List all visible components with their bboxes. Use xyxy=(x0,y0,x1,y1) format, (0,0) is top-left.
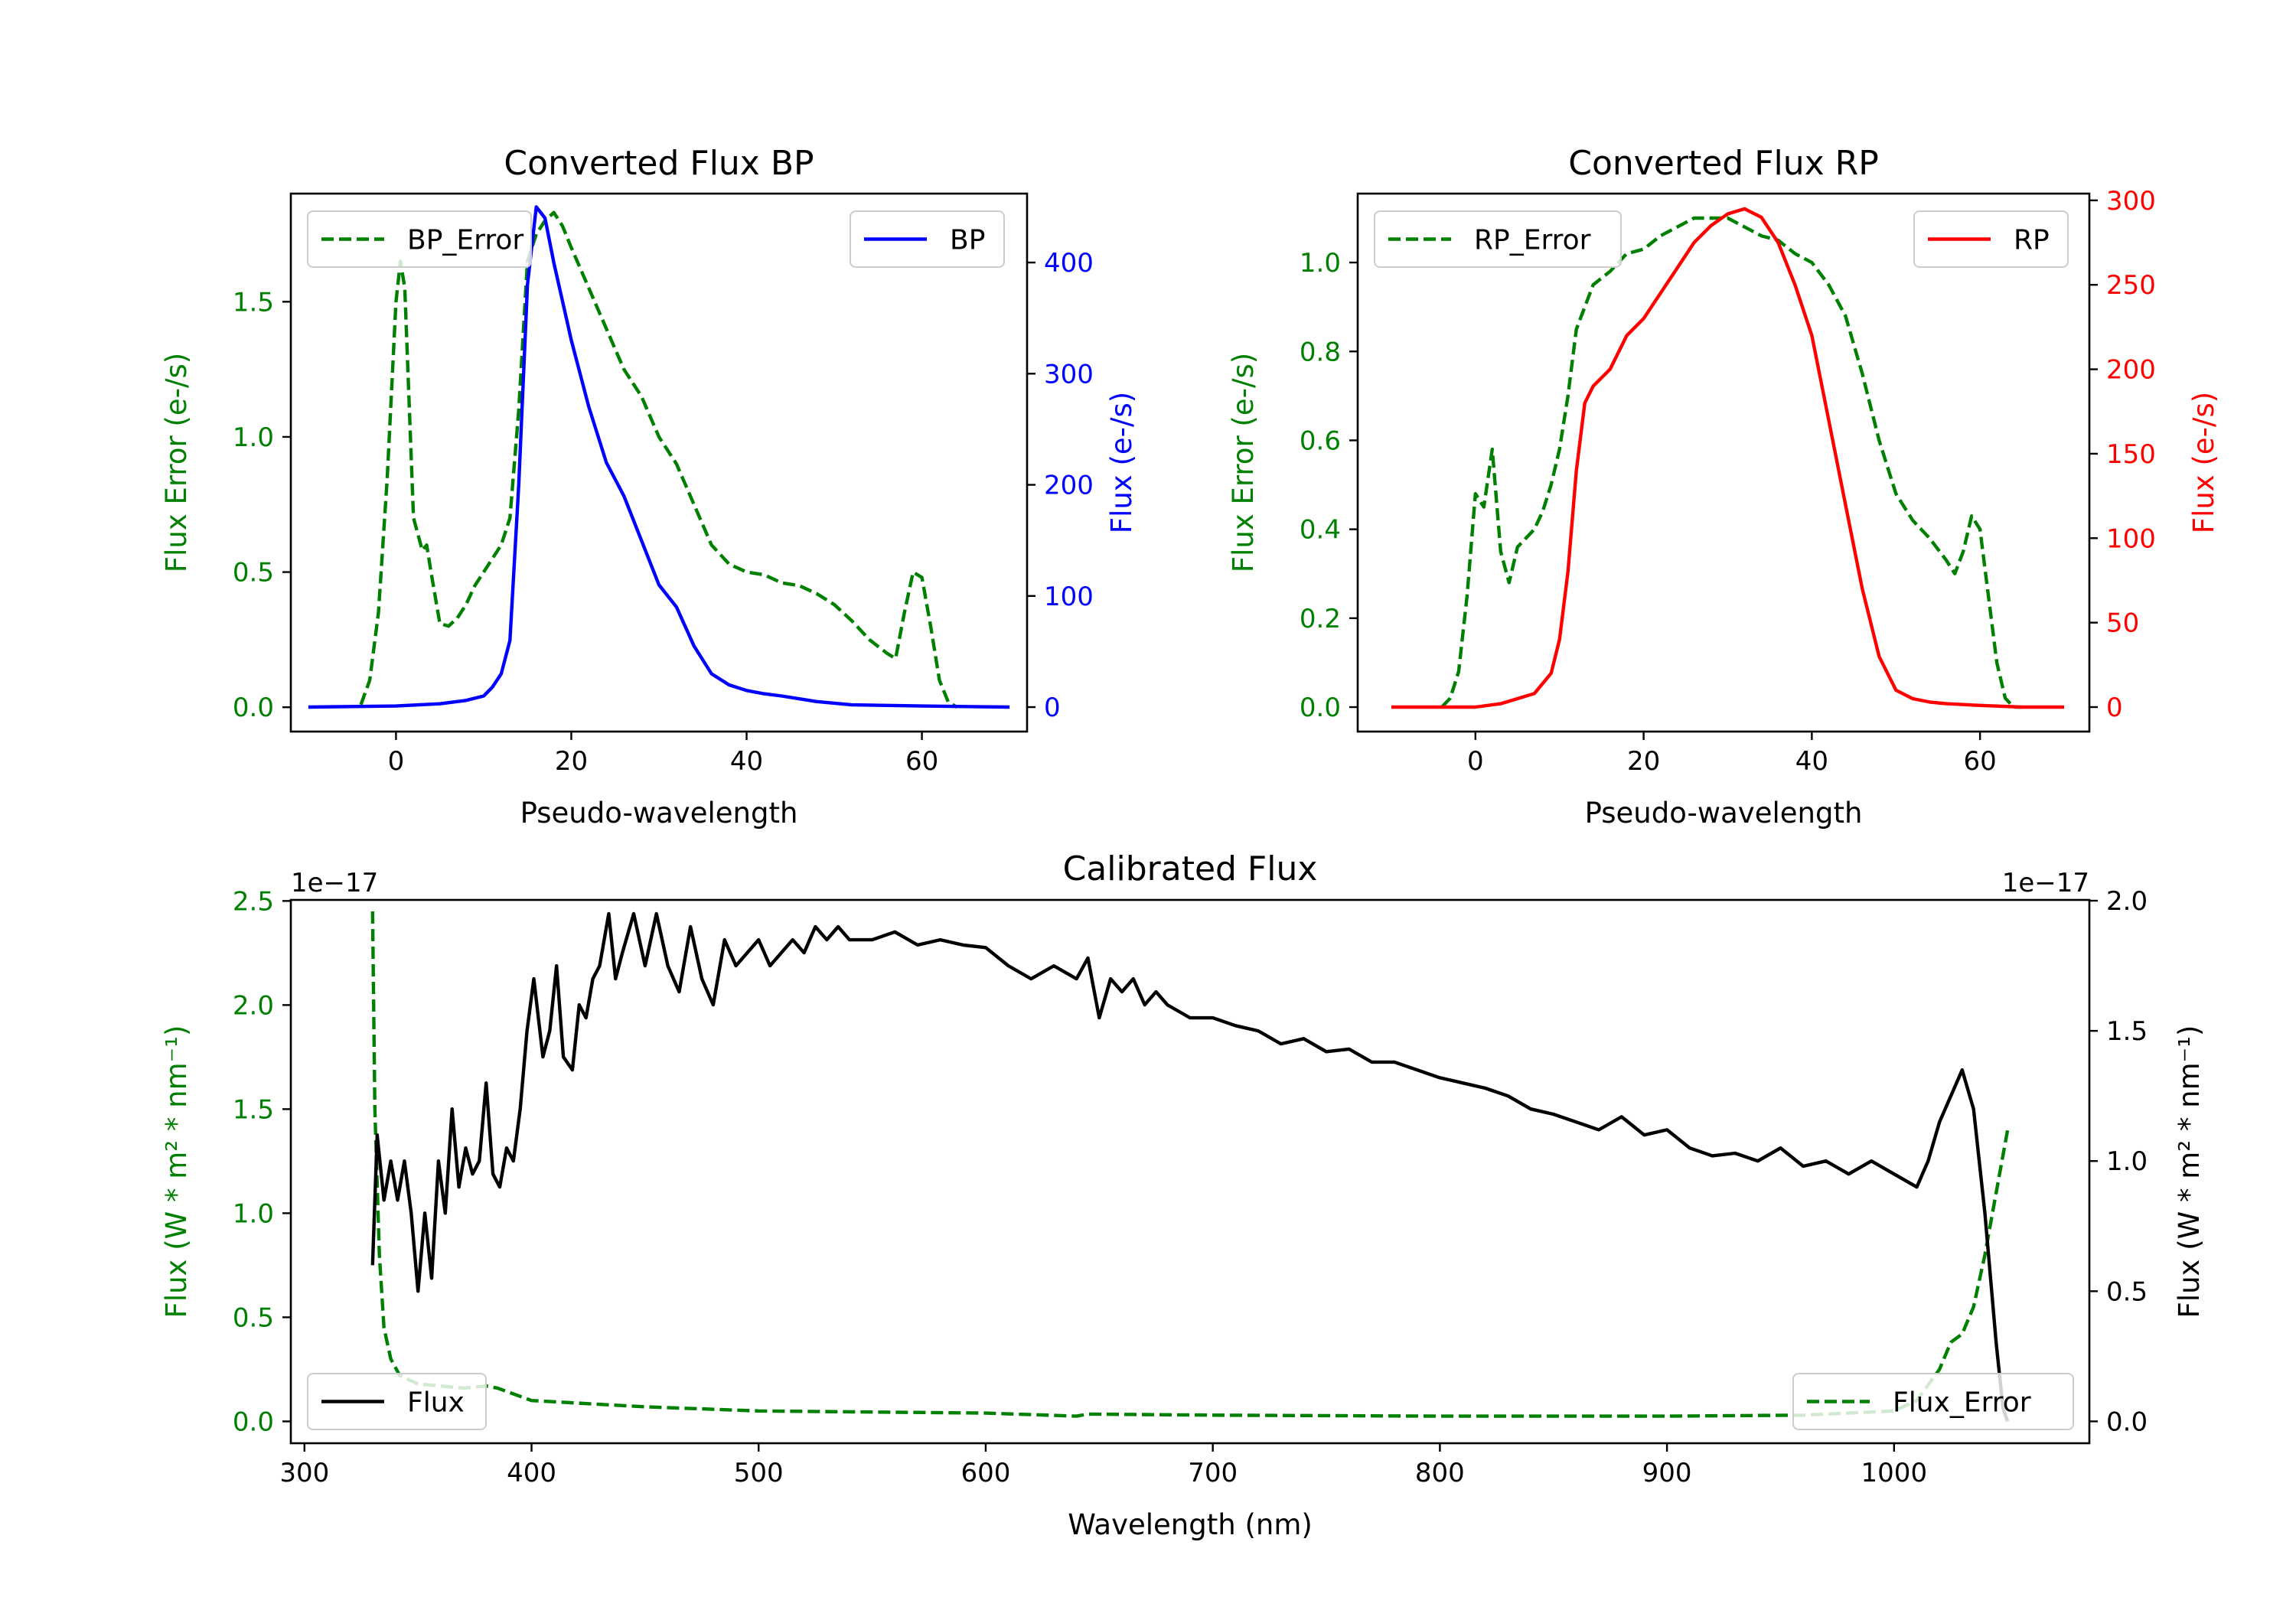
y-axis-label-right: Flux (W * m² * nm⁻¹) xyxy=(2173,1025,2206,1319)
legend-label: RP_Error xyxy=(1474,225,1591,256)
x-tick-label: 400 xyxy=(507,1458,556,1488)
x-tick-label: 0 xyxy=(1467,746,1484,777)
x-axis-label: Pseudo-wavelength xyxy=(1585,797,1863,830)
panel-calibrated-flux: 300 400 500 600 700 800 900 1000 0.0 0.5 1.0 1.5 2.0… xyxy=(160,849,2206,1541)
y-tick-label-right: 150 xyxy=(2106,439,2156,470)
chart-title: Calibrated Flux xyxy=(1063,849,1318,888)
y-tick-label-right: 200 xyxy=(1044,471,1094,501)
chart-title: Converted Flux BP xyxy=(504,144,814,183)
y-tick-label-right: 400 xyxy=(1044,248,1094,279)
y-tick-label-left: 0.2 xyxy=(1300,604,1341,634)
y-tick-label-right: 1.0 xyxy=(2106,1146,2148,1177)
series-line-bp xyxy=(308,205,1010,709)
x-tick-label: 40 xyxy=(1795,746,1828,777)
x-tick-label: 60 xyxy=(1964,746,1997,777)
y-tick-label-left: 1.0 xyxy=(233,1198,274,1229)
y-tick-label-left: 0.0 xyxy=(233,1407,274,1437)
x-axis-label: Pseudo-wavelength xyxy=(520,797,798,830)
series-line-flux xyxy=(370,911,2010,1423)
y-tick-label-left: 0.5 xyxy=(233,558,274,588)
y-tick-label-right: 250 xyxy=(2106,270,2156,301)
y-tick-label-left: 1.0 xyxy=(233,422,274,453)
x-tick-label: 1000 xyxy=(1861,1458,1928,1488)
legend-rp-error: RP_Error xyxy=(1374,210,1622,268)
y-tick-label-left: 2.0 xyxy=(233,990,274,1021)
legend-flux: Flux xyxy=(307,1373,487,1430)
chart-title: Converted Flux RP xyxy=(1568,144,1879,183)
y-tick-label-left: 2.5 xyxy=(233,886,274,917)
y-tick-label-right: 0 xyxy=(1044,693,1061,723)
y-axis-label-left: Flux Error (e-/s) xyxy=(160,353,193,572)
x-tick-label: 60 xyxy=(905,746,938,777)
y-tick-label-right: 200 xyxy=(2106,355,2156,386)
y-scale-label-right: 1e−17 xyxy=(2002,868,2089,898)
y-tick-label-left: 0.6 xyxy=(1300,425,1341,456)
legend-label: Flux_Error xyxy=(1893,1387,2031,1419)
y-tick-label-right: 0.0 xyxy=(2106,1407,2148,1437)
legend-label: BP_Error xyxy=(407,225,523,256)
axes-frame xyxy=(1356,192,2091,733)
series-line-rp xyxy=(1391,207,2064,709)
x-tick-label: 700 xyxy=(1188,1458,1238,1488)
x-tick-label: 40 xyxy=(730,746,763,777)
series-lines xyxy=(1391,207,2064,709)
y-tick-label-right: 0 xyxy=(2106,693,2123,723)
y-tick-label-right: 100 xyxy=(1044,582,1094,612)
y-tick-label-right: 50 xyxy=(2106,608,2139,639)
y-tick-label-left: 0.0 xyxy=(1300,693,1341,723)
x-tick-label: 0 xyxy=(388,746,405,777)
y-tick-label-right: 0.5 xyxy=(2106,1276,2148,1307)
series-lines xyxy=(308,205,1010,709)
y-axis-label-right: Flux (e-/s) xyxy=(2187,392,2220,533)
panel-converted-flux-bp: 0 20 40 60 0.0 0.5 1.0 1.5 0 100 200 300 400 Converte… xyxy=(160,144,1138,830)
axes-frame xyxy=(289,192,1029,733)
series-line-bp-error xyxy=(359,210,958,709)
y-tick-label-right: 300 xyxy=(1044,359,1094,390)
legend-frame xyxy=(1913,210,2069,268)
y-tick-label-left: 1.0 xyxy=(1300,248,1341,279)
y-tick-label-right: 1.5 xyxy=(2106,1016,2148,1047)
x-tick-label: 20 xyxy=(555,746,588,777)
y-tick-label-left: 1.5 xyxy=(233,1094,274,1125)
y-tick-label-left: 0.5 xyxy=(233,1302,274,1333)
x-tick-label: 900 xyxy=(1642,1458,1692,1488)
y-scale-label-left: 1e−17 xyxy=(291,868,378,898)
y-tick-label-right: 2.0 xyxy=(2106,886,2148,917)
legend-frame xyxy=(850,210,1005,268)
y-tick-label-right: 300 xyxy=(2106,186,2156,217)
legend-label: Flux xyxy=(407,1387,465,1419)
y-tick-label-right: 100 xyxy=(2106,523,2156,554)
y-tick-label-left: 0.4 xyxy=(1300,515,1341,546)
y-axis-label-left: Flux (W * m² * nm⁻¹) xyxy=(160,1025,193,1319)
x-tick-label: 500 xyxy=(734,1458,784,1488)
legend-label: BP xyxy=(950,225,985,256)
legend-flux-error: Flux_Error xyxy=(1792,1373,2074,1430)
y-tick-label-left: 1.5 xyxy=(233,287,274,318)
x-tick-label: 300 xyxy=(279,1458,329,1488)
legend-bp-error: BP_Error xyxy=(307,210,532,268)
legend-frame xyxy=(1792,1373,2074,1430)
series-line-rp-error xyxy=(1440,216,2023,709)
legend-rp: RP xyxy=(1913,210,2069,268)
x-axis-label: Wavelength (nm) xyxy=(1068,1508,1313,1541)
legend-bp: BP xyxy=(850,210,1005,268)
legend-label: RP xyxy=(2014,225,2050,256)
y-tick-label-left: 0.8 xyxy=(1300,337,1341,367)
legend-frame xyxy=(1374,210,1622,268)
series-lines xyxy=(370,911,2010,1423)
y-axis-label-left: Flux Error (e-/s) xyxy=(1227,353,1260,572)
legend-frame xyxy=(307,1373,487,1430)
y-tick-label-left: 0.0 xyxy=(233,693,274,723)
axes-frame xyxy=(289,898,2091,1445)
x-tick-label: 20 xyxy=(1627,746,1660,777)
series-line-flux-error xyxy=(370,911,2010,1418)
y-axis-label-right: Flux (e-/s) xyxy=(1105,392,1138,533)
panel-converted-flux-rp: 0 20 40 60 0.0 0.2 0.4 0.6 0.8 1.0 0 50 100 150 200 250… xyxy=(1227,144,2220,830)
x-tick-label: 800 xyxy=(1415,1458,1465,1488)
x-tick-label: 600 xyxy=(961,1458,1011,1488)
legend-frame xyxy=(307,210,532,268)
